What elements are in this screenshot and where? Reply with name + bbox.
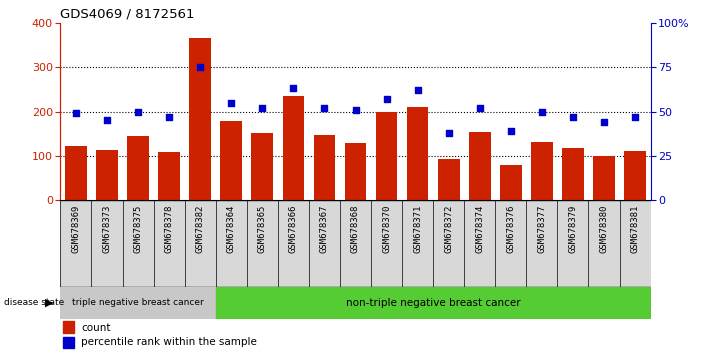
Bar bbox=[557, 200, 589, 287]
Bar bbox=[375, 113, 397, 200]
Text: GSM678365: GSM678365 bbox=[258, 204, 267, 253]
Bar bbox=[526, 200, 557, 287]
Point bbox=[70, 110, 82, 116]
Text: disease state: disease state bbox=[4, 298, 64, 307]
Bar bbox=[185, 200, 215, 287]
Point bbox=[536, 109, 547, 114]
Text: GSM678376: GSM678376 bbox=[506, 204, 515, 253]
Text: GSM678378: GSM678378 bbox=[165, 204, 173, 253]
Text: GSM678380: GSM678380 bbox=[599, 204, 609, 253]
Point bbox=[288, 86, 299, 91]
Text: GSM678374: GSM678374 bbox=[475, 204, 484, 253]
Point bbox=[412, 87, 423, 93]
Bar bbox=[92, 200, 122, 287]
Point bbox=[629, 114, 641, 120]
Bar bbox=[282, 96, 304, 200]
Text: GSM678375: GSM678375 bbox=[134, 204, 143, 253]
Point bbox=[164, 114, 175, 120]
Bar bbox=[619, 200, 651, 287]
Point bbox=[102, 118, 113, 123]
Bar bbox=[278, 200, 309, 287]
Point bbox=[350, 107, 361, 113]
Point bbox=[257, 105, 268, 111]
Bar bbox=[63, 321, 74, 333]
Text: GSM678373: GSM678373 bbox=[102, 204, 112, 253]
Bar bbox=[371, 200, 402, 287]
Bar bbox=[247, 200, 278, 287]
Text: GSM678368: GSM678368 bbox=[351, 204, 360, 253]
Bar bbox=[531, 142, 552, 200]
Bar bbox=[189, 39, 211, 200]
Bar bbox=[593, 156, 615, 200]
Bar bbox=[252, 133, 273, 200]
Text: count: count bbox=[81, 322, 111, 332]
Text: GSM678366: GSM678366 bbox=[289, 204, 298, 253]
Text: GSM678382: GSM678382 bbox=[196, 204, 205, 253]
Text: GSM678372: GSM678372 bbox=[444, 204, 453, 253]
Point bbox=[567, 114, 579, 120]
Bar bbox=[469, 132, 491, 200]
Text: GSM678381: GSM678381 bbox=[631, 204, 639, 253]
Point bbox=[381, 96, 392, 102]
Bar bbox=[159, 152, 180, 200]
Bar bbox=[464, 200, 496, 287]
Text: GSM678377: GSM678377 bbox=[538, 204, 546, 253]
Bar bbox=[402, 200, 433, 287]
Text: GSM678371: GSM678371 bbox=[413, 204, 422, 253]
Bar bbox=[220, 121, 242, 200]
Point bbox=[505, 128, 516, 134]
Text: GDS4069 / 8172561: GDS4069 / 8172561 bbox=[60, 7, 195, 21]
Text: triple negative breast cancer: triple negative breast cancer bbox=[73, 298, 204, 307]
Point bbox=[195, 64, 206, 70]
Text: GSM678369: GSM678369 bbox=[72, 204, 80, 253]
Bar bbox=[589, 200, 619, 287]
Point bbox=[474, 105, 486, 111]
Bar bbox=[65, 145, 87, 200]
Text: GSM678367: GSM678367 bbox=[320, 204, 329, 253]
Bar bbox=[407, 107, 429, 200]
Bar bbox=[122, 200, 154, 287]
Bar bbox=[438, 159, 459, 200]
Point bbox=[319, 105, 330, 111]
Point bbox=[225, 100, 237, 105]
Bar bbox=[60, 200, 92, 287]
Bar bbox=[314, 135, 336, 200]
Bar bbox=[562, 148, 584, 200]
Bar bbox=[624, 152, 646, 200]
Bar bbox=[63, 337, 74, 348]
Bar bbox=[215, 287, 651, 319]
Bar bbox=[340, 200, 371, 287]
Text: GSM678370: GSM678370 bbox=[382, 204, 391, 253]
Bar bbox=[433, 200, 464, 287]
Bar bbox=[309, 200, 340, 287]
Bar bbox=[96, 150, 118, 200]
Text: GSM678364: GSM678364 bbox=[227, 204, 236, 253]
Bar bbox=[60, 287, 215, 319]
Point bbox=[443, 130, 454, 136]
Text: non-triple negative breast cancer: non-triple negative breast cancer bbox=[346, 298, 520, 308]
Bar bbox=[500, 166, 522, 200]
Bar bbox=[127, 136, 149, 200]
Point bbox=[132, 109, 144, 114]
Point bbox=[598, 119, 609, 125]
Text: GSM678379: GSM678379 bbox=[568, 204, 577, 253]
Bar bbox=[154, 200, 185, 287]
Text: percentile rank within the sample: percentile rank within the sample bbox=[81, 337, 257, 348]
Bar bbox=[345, 143, 366, 200]
Bar bbox=[215, 200, 247, 287]
Bar bbox=[496, 200, 526, 287]
Text: ▶: ▶ bbox=[45, 298, 53, 308]
